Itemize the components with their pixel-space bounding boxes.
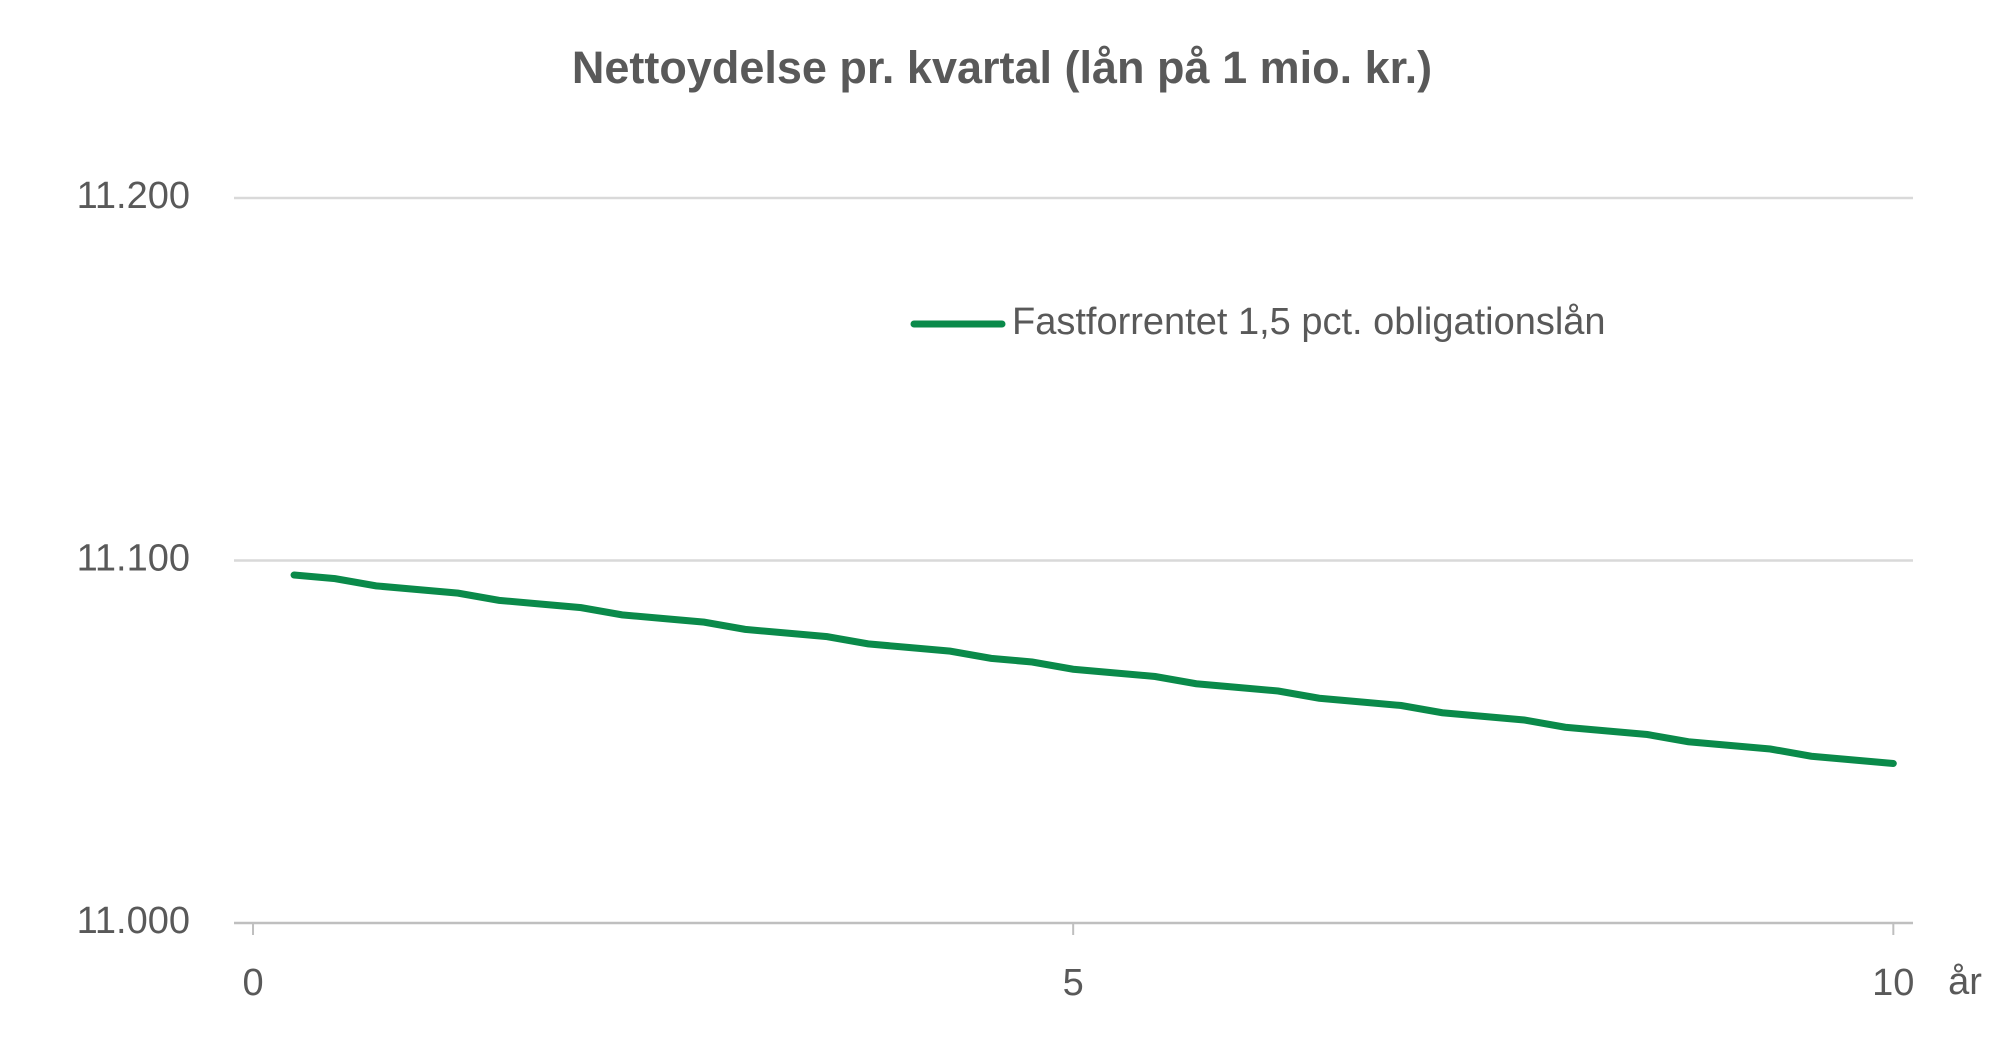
x-tick-label: 0 <box>242 962 263 1004</box>
x-tick-label: 10 <box>1872 962 1914 1004</box>
legend-label: Fastforrentet 1,5 pct. obligationslån <box>1012 301 1606 343</box>
chart-title: Nettoydelse pr. kvartal (lån på 1 mio. k… <box>572 42 1432 93</box>
y-tick-label: 11.200 <box>77 175 190 217</box>
y-tick-label: 11.000 <box>77 900 190 942</box>
y-tick-label: 11.100 <box>77 538 190 580</box>
series-line <box>290 571 1897 767</box>
x-tick-label: 5 <box>1063 962 1084 1004</box>
x-axis-label: år <box>1948 961 1982 1003</box>
